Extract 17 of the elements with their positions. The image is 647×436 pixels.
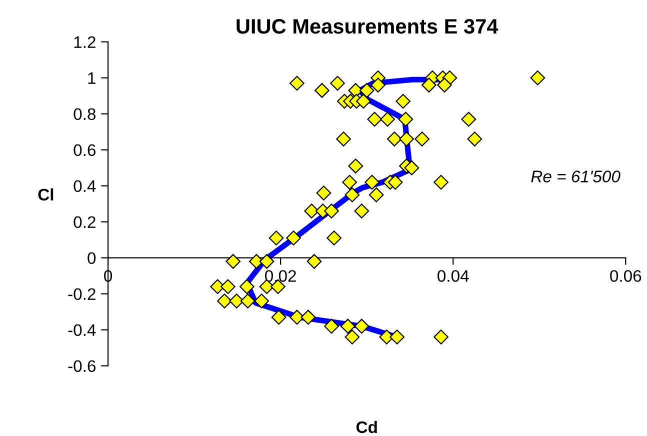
x-axis-title: Cd <box>356 420 377 434</box>
y-tick-label: -0.2 <box>68 288 96 300</box>
y-tick-label: 1 <box>88 72 96 84</box>
y-axis-title: Cl <box>38 188 54 201</box>
x-tick-label: 0.06 <box>610 270 642 282</box>
annotation: Re = 61'500 <box>531 170 620 182</box>
y-tick-label: -0.4 <box>68 324 96 336</box>
y-tick-label: 0.2 <box>74 216 96 228</box>
y-tick-label: 0.4 <box>74 180 96 192</box>
y-tick-label: -0.6 <box>68 360 96 372</box>
y-tick-label: 0 <box>88 252 96 264</box>
y-tick-label: 0.8 <box>74 108 96 120</box>
x-tick-label: 0.02 <box>265 270 296 282</box>
y-tick-label: 0.6 <box>74 144 96 156</box>
chart-title: UIUC Measurements E 374 <box>236 18 498 34</box>
x-tick-label: 0.04 <box>438 270 469 282</box>
y-tick-label: 1.2 <box>74 36 96 48</box>
